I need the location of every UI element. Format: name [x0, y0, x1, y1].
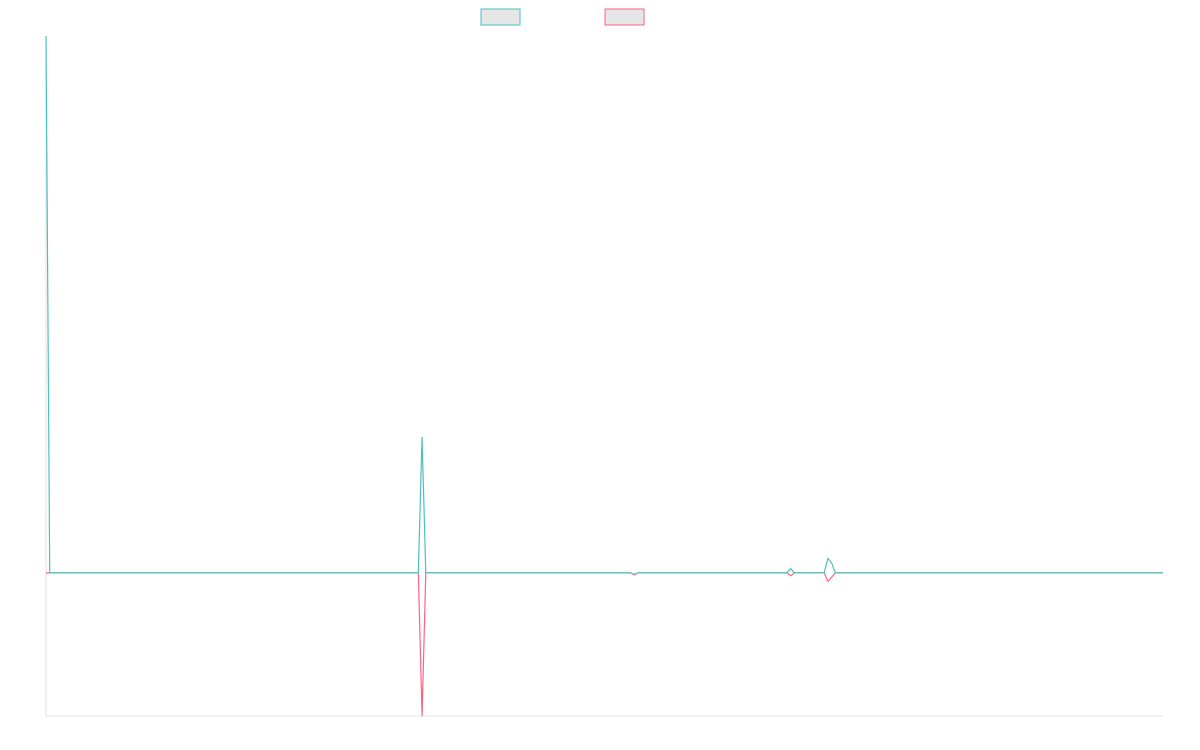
- legend: [480, 8, 645, 26]
- legend-swatch-1[interactable]: [480, 8, 521, 26]
- series-line-2: [46, 572, 1163, 717]
- series-line-1: [45, 35, 1163, 575]
- axes: [45, 36, 1163, 717]
- series-group: [45, 35, 1163, 717]
- legend-swatch-2[interactable]: [604, 8, 645, 26]
